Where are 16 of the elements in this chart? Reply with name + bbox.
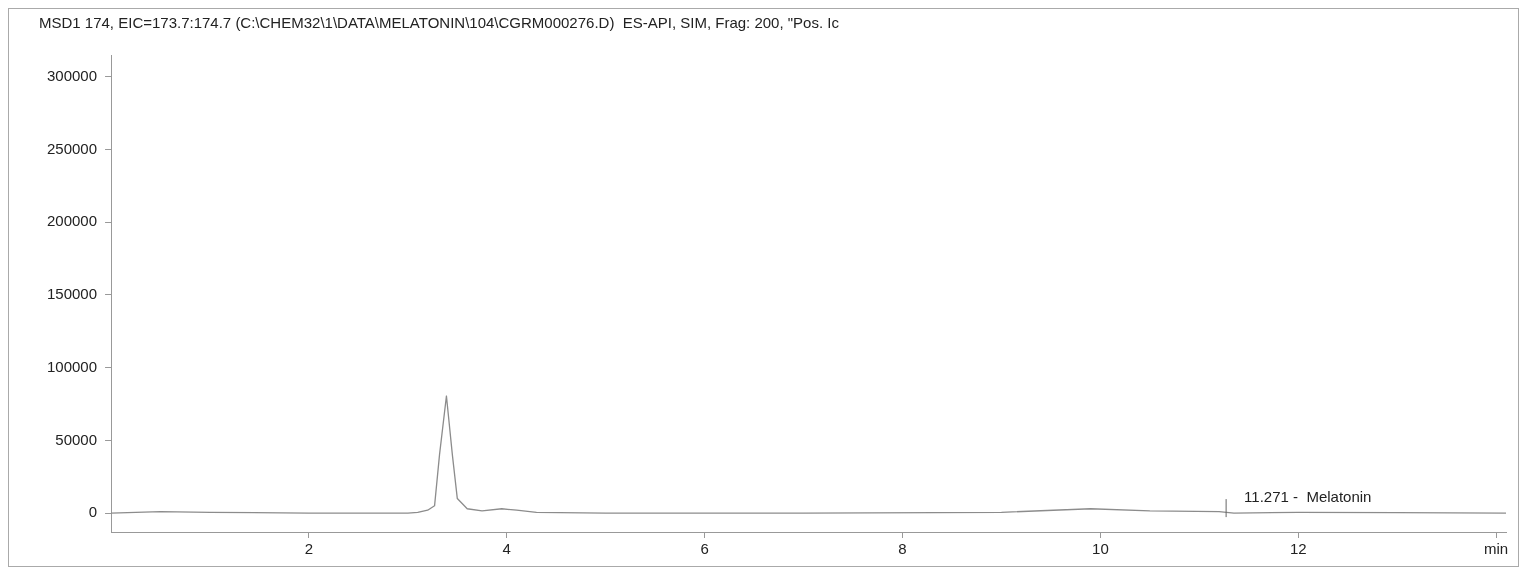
y-tick-label: 300000: [46, 66, 98, 84]
annotation: 11.271 - Melatonin: [1244, 487, 1372, 505]
y-tick-label: 200000: [46, 212, 98, 230]
x-tick-label: 12: [1289, 540, 1307, 558]
x-tick-label: 8: [898, 540, 907, 558]
x-tick-label: 10: [1092, 540, 1109, 558]
y-tick-label: 250000: [46, 139, 98, 157]
x-tick-label: 6: [700, 540, 709, 558]
y-tick-label: 150000: [46, 285, 98, 303]
y-tick-label: 50000: [55, 430, 98, 448]
y-tick-label: 100000: [46, 357, 98, 375]
x-tick-label: 2: [304, 540, 314, 558]
y-tick-label: 0: [88, 503, 98, 521]
x-tick-label: 4: [502, 540, 511, 558]
x-tick-label: min: [1484, 540, 1509, 558]
chart-title: MSD1 174, EIC=173.7:174.7 (C:\CHEM32\1\DATA\MELATONIN\104\CGRM000276.D) ES-API, SIM, Frag: 200, "Pos. Ic: [39, 14, 840, 32]
